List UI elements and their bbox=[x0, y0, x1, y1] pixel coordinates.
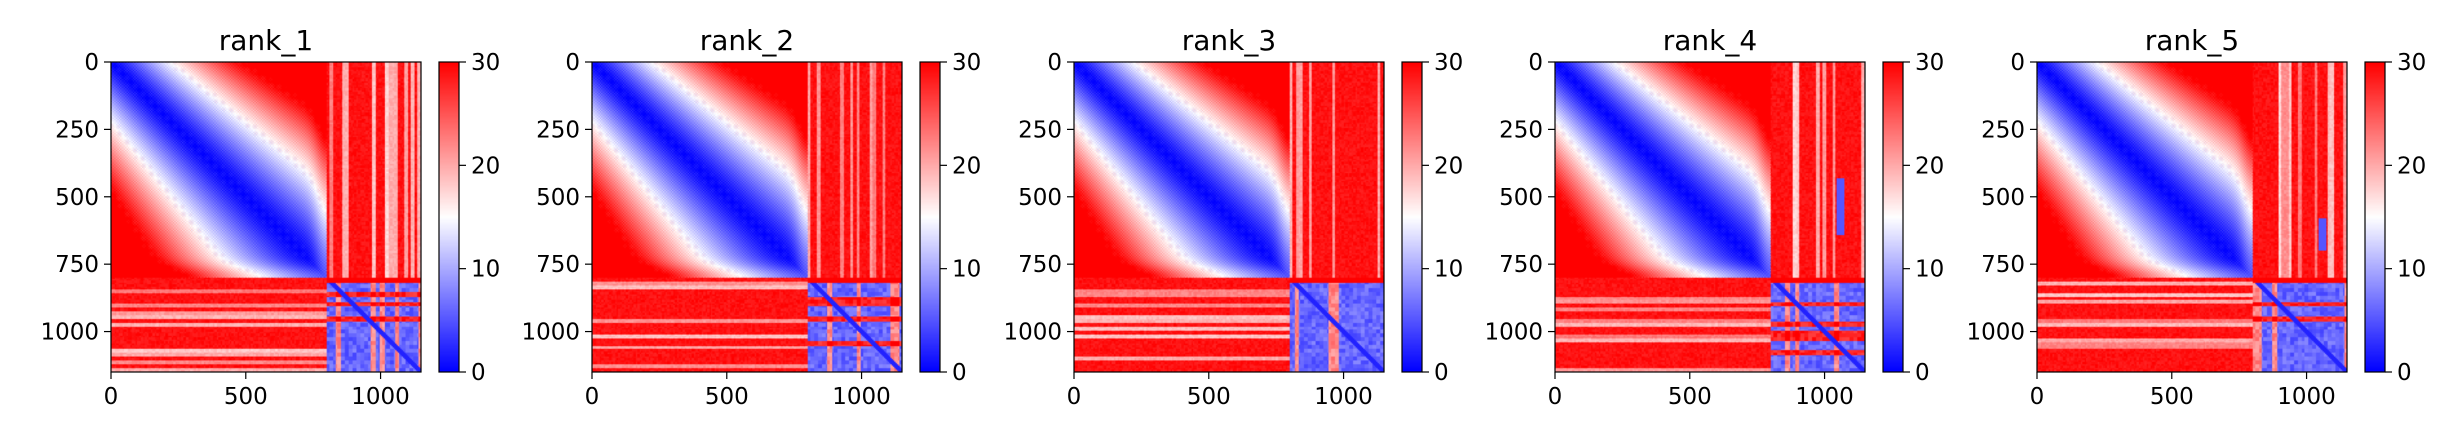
x-tick-label: 0 bbox=[1067, 384, 1082, 410]
x-tick-label: 500 bbox=[1668, 384, 1712, 410]
colorbar-tick-label: 20 bbox=[1434, 153, 1463, 179]
y-tick-label: 250 bbox=[1018, 117, 1062, 143]
heatmap-image bbox=[111, 62, 421, 372]
colorbar bbox=[439, 62, 459, 372]
y-tick-label: 500 bbox=[55, 185, 99, 211]
x-tick-label: 500 bbox=[2150, 384, 2194, 410]
heatmap-image bbox=[592, 62, 902, 372]
colorbar-tick-label: 30 bbox=[952, 50, 981, 76]
colorbar bbox=[920, 62, 940, 372]
y-tick-label: 250 bbox=[55, 117, 99, 143]
x-tick-label: 0 bbox=[2030, 384, 2045, 410]
x-tick-label: 1000 bbox=[1314, 384, 1373, 410]
colorbar-tick-label: 10 bbox=[471, 257, 500, 283]
panel-title: rank_1 bbox=[219, 24, 313, 57]
y-tick-label: 1000 bbox=[40, 320, 99, 346]
colorbar-tick-label: 30 bbox=[1915, 50, 1944, 76]
x-tick-label: 500 bbox=[705, 384, 749, 410]
axes-frame bbox=[591, 61, 903, 373]
colorbar-tick-label: 0 bbox=[471, 360, 486, 386]
x-tick-label: 1000 bbox=[351, 384, 410, 410]
heatmap-panel-1: rank_1 0 500 1000 0 250 500 750 1000 0 10 20 30 bbox=[40, 24, 500, 410]
heatmap-image bbox=[1074, 62, 1384, 372]
y-tick-label: 0 bbox=[84, 50, 99, 76]
colorbar-frame bbox=[1401, 61, 1423, 373]
colorbar bbox=[2365, 62, 2385, 372]
heatmap-panel-5: rank_5 0 500 1000 0 250 500 750 1000 0 10 20 30 bbox=[1966, 24, 2426, 410]
heatmap-panel-4: rank_4 0 500 1000 0 250 500 750 1000 0 10 20 30 bbox=[1484, 24, 1944, 410]
y-tick-label: 750 bbox=[1981, 252, 2025, 278]
colorbar-tick-label: 0 bbox=[2397, 360, 2412, 386]
x-tick-label: 0 bbox=[104, 384, 119, 410]
panel-title: rank_3 bbox=[1182, 24, 1276, 57]
colorbar-tick-label: 10 bbox=[2397, 257, 2426, 283]
colorbar-tick-label: 30 bbox=[2397, 50, 2426, 76]
y-tick-label: 500 bbox=[1499, 185, 1543, 211]
colorbar-tick-label: 0 bbox=[1434, 360, 1449, 386]
x-tick-label: 1000 bbox=[832, 384, 891, 410]
panel-title: rank_5 bbox=[2145, 24, 2239, 57]
y-tick-label: 1000 bbox=[1966, 320, 2025, 346]
y-tick-label: 1000 bbox=[1003, 320, 1062, 346]
colorbar-tick-label: 10 bbox=[1915, 257, 1944, 283]
panel-title: rank_4 bbox=[1663, 24, 1757, 57]
y-tick-label: 750 bbox=[1499, 252, 1543, 278]
y-tick-label: 0 bbox=[1528, 50, 1543, 76]
colorbar bbox=[1402, 62, 1422, 372]
colorbar-frame bbox=[438, 61, 460, 373]
y-tick-label: 500 bbox=[536, 185, 580, 211]
colorbar-frame bbox=[1882, 61, 1904, 373]
colorbar-tick-label: 30 bbox=[471, 50, 500, 76]
axes-frame bbox=[110, 61, 422, 373]
y-tick-label: 750 bbox=[55, 252, 99, 278]
heatmap-image bbox=[1555, 62, 1865, 372]
axes-frame bbox=[1073, 61, 1385, 373]
x-tick-label: 0 bbox=[585, 384, 600, 410]
y-tick-label: 750 bbox=[536, 252, 580, 278]
x-tick-label: 500 bbox=[1187, 384, 1231, 410]
colorbar-frame bbox=[2364, 61, 2386, 373]
colorbar-tick-label: 20 bbox=[2397, 153, 2426, 179]
y-tick-label: 250 bbox=[1499, 117, 1543, 143]
y-tick-label: 250 bbox=[1981, 117, 2025, 143]
heatmap-panel-3: rank_3 0 500 1000 0 250 500 750 1000 0 10 20 30 bbox=[1003, 24, 1463, 410]
y-tick-label: 1000 bbox=[521, 320, 580, 346]
y-tick-label: 0 bbox=[1047, 50, 1062, 76]
panel-title: rank_2 bbox=[700, 24, 794, 57]
x-tick-label: 500 bbox=[224, 384, 268, 410]
colorbar-tick-label: 0 bbox=[952, 360, 967, 386]
colorbar-tick-label: 10 bbox=[952, 257, 981, 283]
colorbar-frame bbox=[919, 61, 941, 373]
y-tick-label: 500 bbox=[1018, 185, 1062, 211]
colorbar bbox=[1883, 62, 1903, 372]
heatmap-panel-2: rank_2 0 500 1000 0 250 500 750 1000 0 10 20 30 bbox=[521, 24, 981, 410]
y-tick-label: 1000 bbox=[1484, 320, 1543, 346]
heatmap-image bbox=[2037, 62, 2347, 372]
y-tick-label: 0 bbox=[565, 50, 580, 76]
colorbar-tick-label: 20 bbox=[1915, 153, 1944, 179]
axes-frame bbox=[2036, 61, 2348, 373]
x-tick-label: 1000 bbox=[1795, 384, 1854, 410]
colorbar-tick-label: 20 bbox=[471, 153, 500, 179]
x-tick-label: 0 bbox=[1548, 384, 1563, 410]
colorbar-tick-label: 10 bbox=[1434, 257, 1463, 283]
y-tick-label: 500 bbox=[1981, 185, 2025, 211]
axes-frame bbox=[1554, 61, 1866, 373]
y-tick-label: 250 bbox=[536, 117, 580, 143]
colorbar-tick-label: 0 bbox=[1915, 360, 1930, 386]
x-tick-label: 1000 bbox=[2277, 384, 2336, 410]
colorbar-tick-label: 20 bbox=[952, 153, 981, 179]
y-tick-label: 750 bbox=[1018, 252, 1062, 278]
colorbar-tick-label: 30 bbox=[1434, 50, 1463, 76]
y-tick-label: 0 bbox=[2010, 50, 2025, 76]
